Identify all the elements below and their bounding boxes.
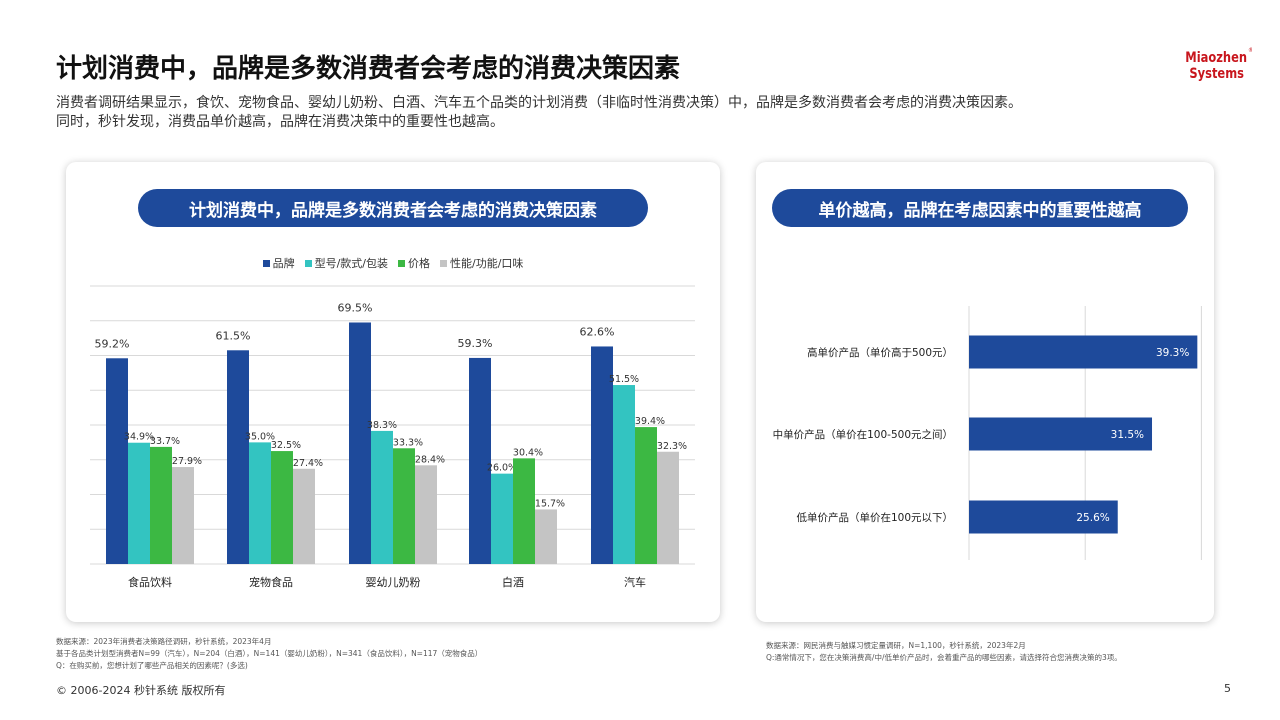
x-tick-label: 食品饮料 (128, 575, 172, 589)
data-label: 27.4% (293, 458, 323, 469)
right-chart-heading: 单价越高，品牌在考虑因素中的重要性越高 (772, 189, 1188, 227)
data-label: 39.3% (1156, 347, 1189, 359)
left-source-line-1: 数据来源：2023年消费者决策路径调研，秒针系统，2023年4月 (56, 637, 272, 646)
legend-swatch-brand (262, 259, 270, 267)
bar (249, 442, 271, 564)
bar (106, 358, 128, 564)
data-label: 33.3% (393, 437, 423, 448)
data-label: 62.6% (580, 325, 615, 338)
data-label: 34.9% (124, 432, 154, 443)
logo-text-1: Miaozhen (1185, 50, 1247, 66)
data-label: 28.4% (415, 454, 445, 465)
copyright: © 2006-2024 秒针系统 版权所有 (56, 684, 226, 697)
legend-swatch-price (398, 259, 405, 267)
data-label: 26.0% (487, 463, 517, 474)
legend-item-model: 型号/款式/包装 (304, 255, 388, 271)
page-subtitle-line-2: 同时，秒针发现，消费品单价越高，品牌在消费决策中的重要性也越高。 (56, 114, 504, 130)
x-tick-label: 汽车 (624, 575, 646, 589)
right-chart-panel (756, 162, 1214, 622)
data-label: 33.7% (150, 436, 180, 447)
page-subtitle-line-1: 消费者调研结果显示，食饮、宠物食品、婴幼儿奶粉、白酒、汽车五个品类的计划消费（非… (56, 95, 1022, 111)
bar (271, 451, 293, 564)
data-label: 39.4% (635, 416, 665, 427)
data-label: 32.5% (271, 440, 301, 451)
bar (969, 500, 1118, 534)
legend-label-price: 价格 (408, 257, 430, 270)
bar (150, 446, 172, 564)
left-chart-legend: 品牌 型号/款式/包装 价格 性能/功能/口味 (66, 255, 720, 271)
legend-label-performance: 性能/功能/口味 (450, 257, 524, 270)
page-number: 5 (1224, 682, 1231, 695)
data-label: 69.5% (338, 301, 373, 314)
right-source-line-2: Q:通常情况下，您在决策消费高/中/低单价产品时，会着重产品的哪些因素，请选择符… (766, 653, 1122, 662)
bar (635, 427, 657, 564)
left-source-line-2: 基于各品类计划型消费者N=99（汽车），N=204（白酒），N=141（婴幼儿奶… (56, 649, 483, 658)
bar (513, 458, 535, 564)
data-label: 51.5% (609, 374, 639, 385)
bar (128, 442, 150, 564)
data-label: 32.3% (657, 441, 687, 452)
x-tick-label: 宠物食品 (249, 575, 293, 589)
bar (371, 430, 393, 564)
data-label: 59.3% (458, 337, 493, 350)
data-label: 31.5% (1111, 429, 1144, 441)
legend-item-performance: 性能/功能/口味 (440, 255, 523, 271)
bar (415, 465, 437, 564)
y-tick-label: 低单价产品（单价在100元以下） (796, 511, 953, 524)
bar (172, 467, 194, 564)
left-chart-heading: 计划消费中，品牌是多数消费者会考虑的消费决策因素 (138, 189, 648, 227)
data-label: 59.2% (95, 337, 130, 350)
data-label: 15.7% (535, 498, 565, 509)
bar (613, 385, 635, 564)
legend-swatch-model (304, 259, 312, 267)
logo-mark: ® (1248, 47, 1252, 54)
x-tick-label: 婴幼儿奶粉 (366, 575, 421, 589)
legend-label-brand: 品牌 (272, 257, 295, 270)
y-tick-label: 中单价产品（单价在100-500元之间） (773, 428, 953, 441)
legend-label-model: 型号/款式/包装 (314, 257, 388, 270)
right-source-line-1: 数据来源：网民消费与触媒习惯定量调研，N=1,100，秒针系统，2023年2月 (766, 641, 1026, 650)
data-label: 61.5% (216, 329, 251, 342)
data-label: 30.4% (513, 447, 543, 458)
bar (591, 346, 613, 564)
bar (349, 322, 371, 564)
bar (535, 509, 557, 564)
page-title: 计划消费中，品牌是多数消费者会考虑的消费决策因素 (56, 54, 681, 84)
bar (491, 473, 513, 564)
x-tick-label: 白酒 (502, 575, 524, 589)
y-tick-label: 高单价产品（单价高于500元） (807, 346, 953, 359)
miaozhen-logo: Miaozhen ® Systems (1185, 47, 1252, 82)
data-label: 38.3% (367, 420, 397, 431)
legend-item-brand: 品牌 (262, 255, 295, 271)
bar (393, 448, 415, 564)
bar (969, 417, 1153, 451)
bar (227, 350, 249, 564)
bar (657, 451, 679, 564)
legend-item-price: 价格 (398, 255, 430, 271)
bar (969, 335, 1198, 369)
data-label: 27.9% (172, 456, 202, 467)
left-source-line-3: Q：在购买前，您想计划了哪些产品相关的因素呢？(多选) (56, 661, 248, 670)
data-label: 25.6% (1076, 512, 1109, 524)
data-label: 35.0% (245, 431, 275, 442)
bar (469, 357, 491, 564)
bar (293, 468, 315, 564)
legend-swatch-performance (440, 259, 447, 267)
logo-text-2: Systems (1189, 66, 1244, 82)
